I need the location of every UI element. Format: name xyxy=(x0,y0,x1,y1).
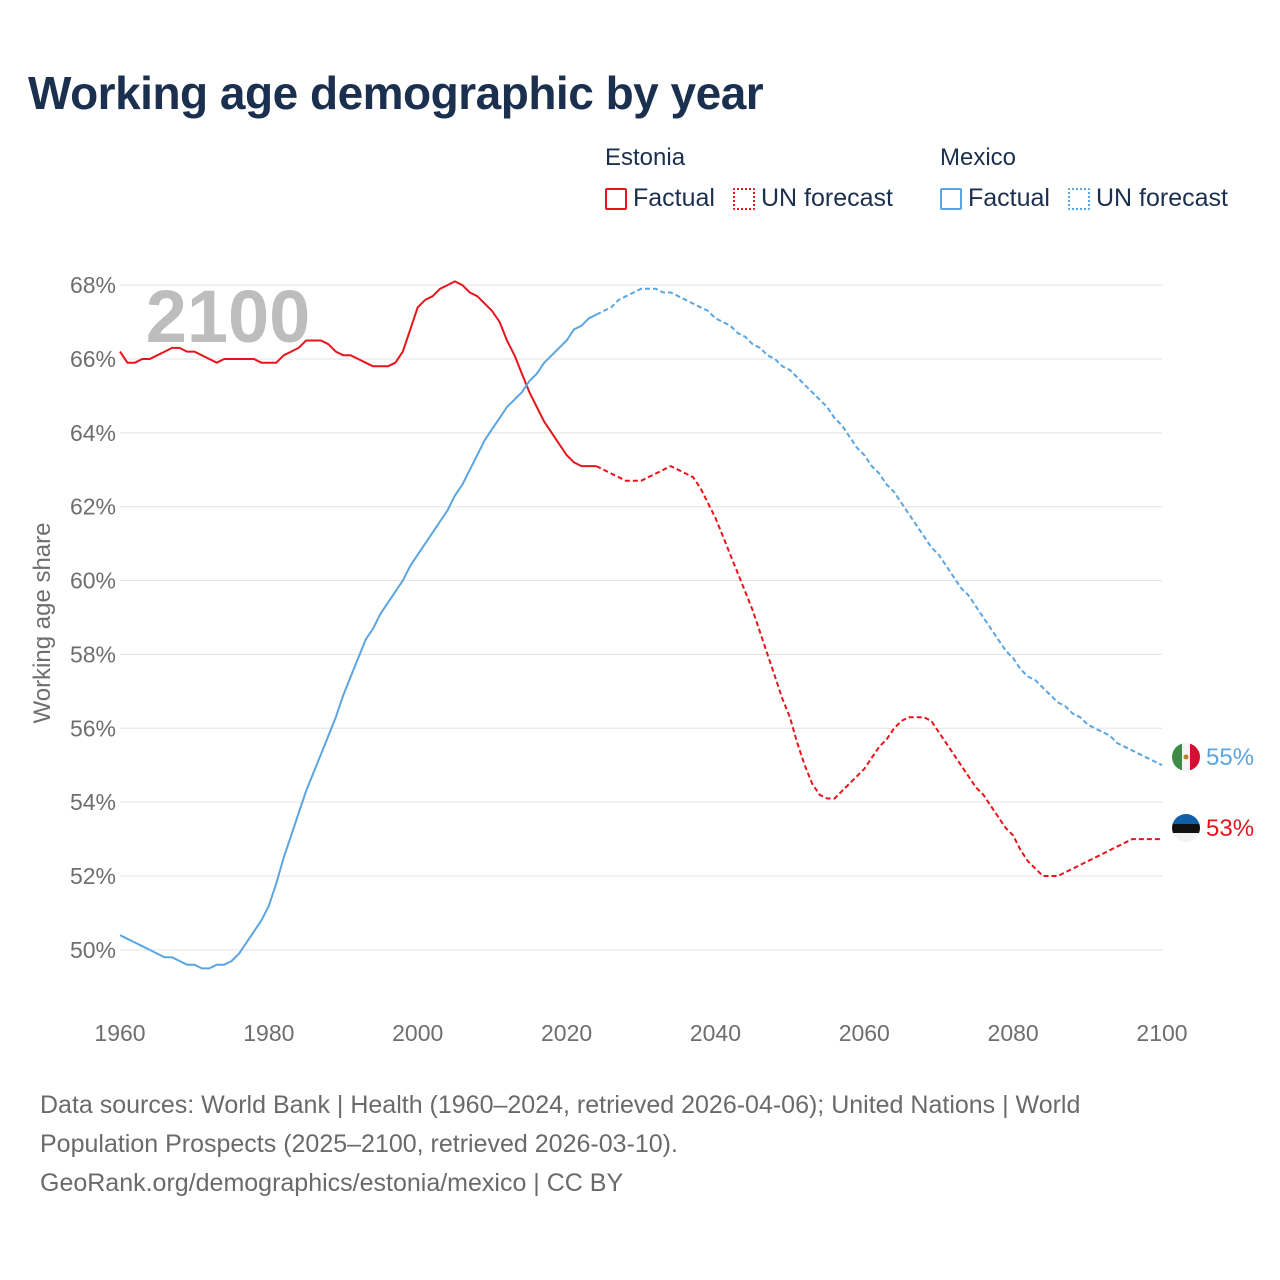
y-axis-title: Working age share xyxy=(29,523,56,724)
mexico-flag-icon xyxy=(1172,743,1200,771)
y-tick-label: 56% xyxy=(70,715,116,741)
y-tick-label: 62% xyxy=(70,494,116,520)
mexico-factual-line xyxy=(119,313,597,970)
dotted-line-swatch-icon xyxy=(1067,187,1090,210)
x-tick-label: 2080 xyxy=(988,1020,1039,1046)
legend-estonia-factual[interactable]: Factual xyxy=(605,184,715,213)
legend-label: Factual xyxy=(633,184,715,212)
legend-label: Factual xyxy=(968,184,1050,212)
x-tick-label: 2000 xyxy=(392,1020,443,1046)
y-tick-label: 52% xyxy=(70,863,116,889)
solid-line-swatch-icon xyxy=(940,187,962,210)
line-chart: 50% 52% 54% 56% 58% 60% 62% 64% 66% 68% 1960 1980 20… xyxy=(29,272,1254,1046)
y-tick-label: 68% xyxy=(70,272,116,298)
data-sources: Data sources: World Bank | Health (1960–… xyxy=(40,1091,1081,1158)
y-tick-label: 60% xyxy=(70,568,116,594)
legend-mexico-forecast[interactable]: UN forecast xyxy=(1067,184,1228,213)
dotted-line-swatch-icon xyxy=(732,187,755,210)
x-tick-label: 2040 xyxy=(690,1020,741,1046)
credit-link[interactable]: GeoRank.org/demographics/estonia/mexico … xyxy=(40,1169,624,1197)
estonia-end-label: 53% xyxy=(1206,815,1254,842)
chart-title: Working age demographic by year xyxy=(28,67,764,119)
legend-estonia: Estonia Factual UN forecast xyxy=(605,144,893,213)
x-tick-label: 2020 xyxy=(541,1020,592,1046)
legend-mexico-title: Mexico xyxy=(940,144,1017,171)
estonia-flag-icon xyxy=(1172,814,1200,842)
mexico-end-label: 55% xyxy=(1206,744,1254,771)
y-tick-label: 64% xyxy=(70,420,116,446)
mexico-forecast-line xyxy=(595,287,1163,767)
estonia-forecast-line xyxy=(595,465,1162,877)
x-tick-label: 1980 xyxy=(243,1020,294,1046)
legend-mexico-factual[interactable]: Factual xyxy=(940,184,1050,213)
solid-line-swatch-icon xyxy=(605,187,627,210)
legend-estonia-title: Estonia xyxy=(605,144,686,171)
legend-label: UN forecast xyxy=(760,184,893,212)
footer: Data sources: World Bank | Health (1960–… xyxy=(40,1086,1190,1203)
x-tick-label: 1960 xyxy=(94,1020,145,1046)
legend-mexico: Mexico Factual UN forecast xyxy=(940,144,1228,213)
y-tick-label: 54% xyxy=(70,789,116,815)
legend-label: UN forecast xyxy=(1095,184,1228,212)
y-tick-label: 66% xyxy=(70,346,116,372)
legend-estonia-forecast[interactable]: UN forecast xyxy=(732,184,893,213)
x-tick-label: 2060 xyxy=(839,1020,890,1046)
y-tick-label: 58% xyxy=(70,641,116,667)
y-tick-label: 50% xyxy=(70,937,116,963)
estonia-factual-line xyxy=(119,280,597,468)
year-watermark: 2100 xyxy=(146,275,311,358)
x-tick-label: 2100 xyxy=(1136,1020,1187,1046)
